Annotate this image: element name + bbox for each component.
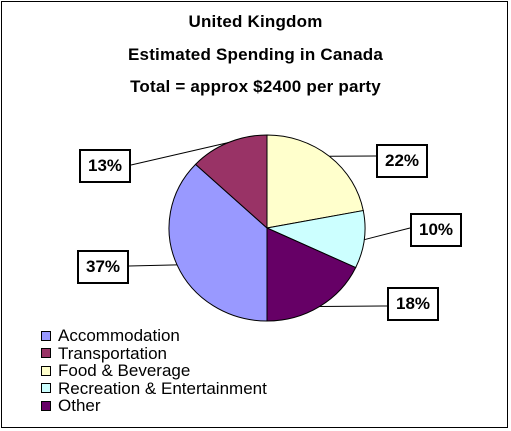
legend-item: Transportation: [41, 345, 267, 363]
legend-label: Transportation: [58, 345, 167, 362]
legend-item: Other: [41, 397, 267, 415]
legend-swatch: [41, 366, 51, 376]
legend-label: Recreation & Entertainment: [58, 380, 267, 397]
legend-swatch: [41, 348, 51, 358]
data-label: 10%: [410, 213, 462, 247]
data-label: 13%: [79, 149, 131, 183]
legend-swatch: [41, 331, 51, 341]
legend-item: Recreation & Entertainment: [41, 380, 267, 398]
legend: Accommodation Transportation Food & Bevera…: [41, 327, 267, 415]
legend-label: Accommodation: [58, 327, 180, 344]
leader-line: [364, 228, 410, 240]
legend-swatch: [41, 401, 51, 411]
data-label: 18%: [387, 287, 439, 321]
data-label: 22%: [376, 144, 428, 178]
legend-swatch: [41, 383, 51, 393]
data-label: 37%: [77, 250, 129, 284]
legend-item: Accommodation: [41, 327, 267, 345]
legend-item: Food & Beverage: [41, 362, 267, 380]
legend-label: Other: [58, 397, 101, 414]
leader-line: [320, 306, 388, 307]
legend-label: Food & Beverage: [58, 362, 190, 379]
leader-line: [129, 265, 177, 266]
